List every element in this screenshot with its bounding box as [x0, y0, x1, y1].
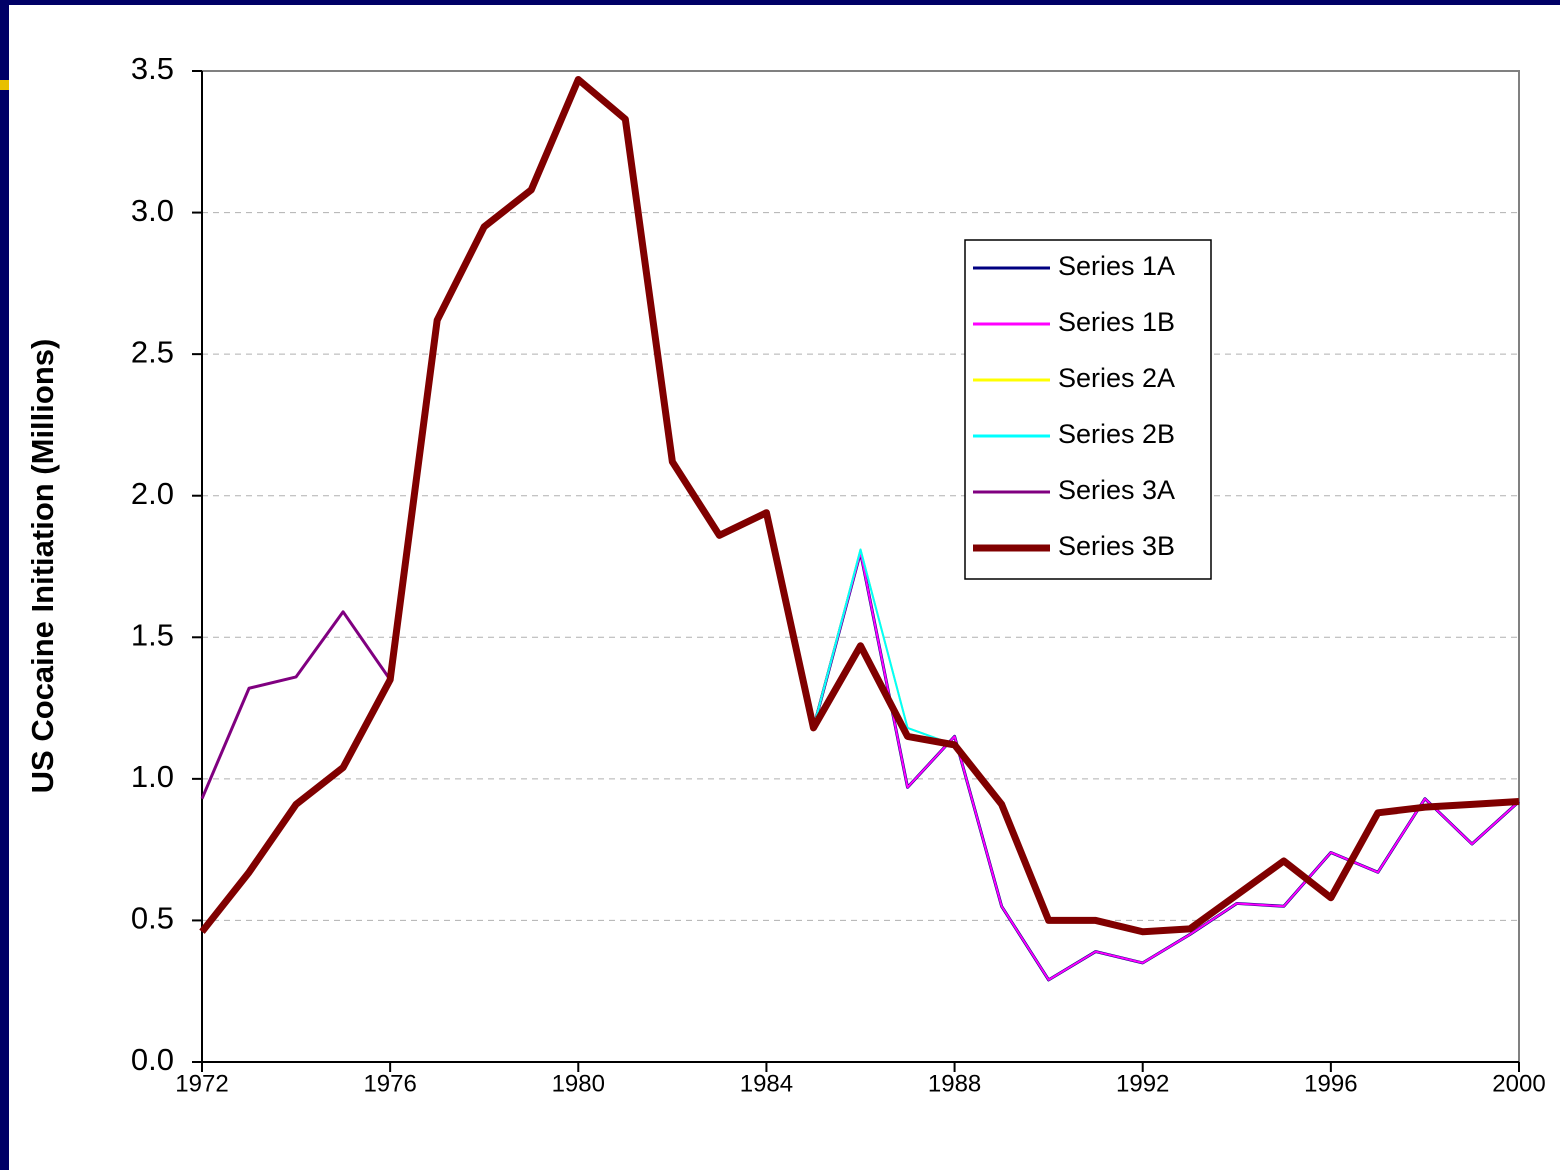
x-tick-label: 1988: [928, 1070, 981, 1097]
y-axis-title: US Cocaine Initiation (Millions): [25, 339, 60, 794]
legend-label: Series 1B: [1058, 307, 1175, 337]
legend-label: Series 2A: [1058, 363, 1175, 393]
y-tick-label: 3.0: [131, 193, 174, 228]
x-tick-label: 1996: [1304, 1070, 1357, 1097]
y-tick-label: 0.5: [131, 901, 174, 936]
y-tick-label: 3.5: [131, 51, 174, 86]
legend-label: Series 3B: [1058, 531, 1175, 561]
y-tick-label: 2.0: [131, 476, 174, 511]
y-tick-label: 2.5: [131, 334, 174, 369]
x-tick-label: 1984: [740, 1070, 793, 1097]
x-tick-label: 1972: [175, 1070, 228, 1097]
legend-label: Series 2B: [1058, 419, 1175, 449]
x-tick-label: 1980: [552, 1070, 605, 1097]
x-tick-label: 2000: [1492, 1070, 1545, 1097]
series-line: [199, 75, 1520, 936]
slide-accent: [0, 80, 9, 90]
y-tick-label: 1.5: [131, 617, 174, 652]
y-tick-label: 1.0: [131, 759, 174, 794]
y-tick-label: 0.0: [131, 1042, 174, 1077]
legend-label: Series 1A: [1058, 251, 1175, 281]
series-line: [812, 551, 1520, 981]
x-tick-label: 1992: [1116, 1070, 1169, 1097]
legend-box: [964, 239, 1212, 580]
x-tick-label: 1976: [363, 1070, 416, 1097]
legend-label: Series 3A: [1058, 475, 1175, 505]
